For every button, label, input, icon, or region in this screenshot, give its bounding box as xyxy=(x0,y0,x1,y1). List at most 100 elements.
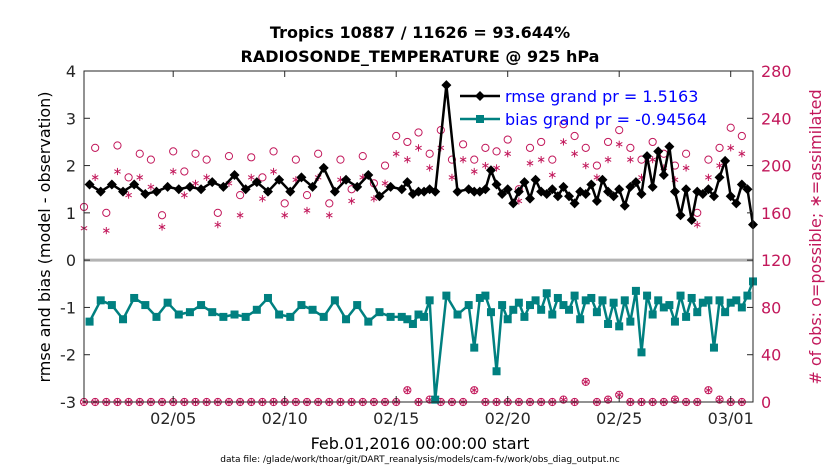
bias-point xyxy=(715,296,724,305)
rmse-point xyxy=(614,184,625,195)
assimilated-obs-marker xyxy=(325,211,333,219)
rmse-point xyxy=(664,141,675,152)
possible-obs-marker xyxy=(358,152,367,161)
rmse-point xyxy=(530,174,541,185)
assimilated-star-stroke xyxy=(705,175,712,180)
rmse-point xyxy=(564,191,575,202)
assimilated-obs-marker xyxy=(236,211,244,219)
bias-point xyxy=(330,296,339,305)
assimilated-star-stroke xyxy=(381,181,389,186)
assimilated-star-stroke xyxy=(102,228,110,233)
assimilated-star-stroke xyxy=(158,224,166,230)
assimilated-obs-marker xyxy=(214,221,222,229)
rmse-point xyxy=(502,184,513,195)
assimilated-star-stroke xyxy=(705,387,712,393)
assimilated-star-stroke xyxy=(582,379,590,385)
y2-tick-label: 40 xyxy=(761,346,781,365)
bias-point xyxy=(570,291,579,300)
assimilated-star-stroke xyxy=(325,212,333,218)
bias-point xyxy=(704,296,713,305)
bias-point xyxy=(732,296,741,305)
bias-point xyxy=(676,291,685,300)
assimilated-star-stroke xyxy=(537,157,545,162)
bias-point xyxy=(425,296,434,305)
axis-layer: 4 3 2 1 0 -1 -2 -3 280 240 200 160 120 80 40 0 02/05 02/1… xyxy=(60,62,792,428)
bias-point xyxy=(670,317,679,326)
rmse-point xyxy=(352,181,363,192)
bias-point xyxy=(486,308,495,317)
bias-point xyxy=(615,322,624,331)
assimilated-star-stroke xyxy=(716,163,723,168)
bias-point xyxy=(520,312,529,321)
bias-point xyxy=(665,301,674,310)
possible-obs-marker xyxy=(592,161,602,170)
assimilated-star-stroke xyxy=(470,169,478,174)
possible-obs-marker xyxy=(470,155,479,164)
rmse-point xyxy=(603,186,614,197)
assimilated-obs-marker xyxy=(693,221,701,229)
y2-tick-label: 240 xyxy=(761,109,792,128)
possible-obs-marker xyxy=(213,208,222,217)
bias-point xyxy=(107,301,116,310)
x-tick-label: 02/20 xyxy=(485,409,531,428)
assimilated-obs-marker xyxy=(727,144,735,152)
bias-point xyxy=(626,317,635,326)
assimilated-obs-marker xyxy=(91,173,99,181)
bias-point xyxy=(96,296,105,305)
rmse-point xyxy=(129,179,140,190)
possible-obs-marker xyxy=(146,155,155,164)
assimilated-star-stroke xyxy=(415,145,422,151)
rmse-point xyxy=(720,155,731,166)
y2-tick-label: 160 xyxy=(761,204,792,223)
possible-obs-marker xyxy=(525,143,535,152)
assimilated-star-stroke xyxy=(504,151,512,156)
plot-frame xyxy=(83,70,754,403)
bias-point xyxy=(119,315,128,324)
bias-point xyxy=(185,308,194,317)
assimilated-star-stroke xyxy=(403,387,411,393)
bias-point xyxy=(397,312,406,321)
bias-point xyxy=(598,296,607,305)
assimilated-obs-low-marker xyxy=(582,378,590,386)
rmse-point xyxy=(184,181,195,192)
bias-point xyxy=(682,312,691,321)
possible-obs-marker xyxy=(236,191,245,200)
assimilated-obs-marker xyxy=(136,173,144,181)
assimilated-obs-marker xyxy=(403,156,411,164)
bias-point xyxy=(559,301,568,310)
rmse-point xyxy=(374,191,385,202)
rmse-point xyxy=(140,188,151,199)
bias-point xyxy=(698,298,707,307)
possible-obs-marker xyxy=(581,143,590,152)
possible-obs-marker xyxy=(447,155,457,164)
data-file-footer: data file: /glade/work/thoar/git/DART_re… xyxy=(220,455,620,465)
rmse-point xyxy=(307,181,318,192)
possible-obs-marker xyxy=(325,199,334,208)
assimilated-obs-marker xyxy=(738,150,746,158)
rmse-point xyxy=(725,191,736,202)
assimilated-obs-marker xyxy=(560,138,567,146)
possible-obs-marker xyxy=(102,208,111,217)
assimilated-obs-marker xyxy=(281,211,289,219)
possible-obs-marker xyxy=(247,153,256,162)
possible-obs-marker xyxy=(704,155,713,164)
rmse-point xyxy=(508,198,519,209)
assimilated-star-stroke xyxy=(626,157,634,162)
rmse-point xyxy=(714,172,725,183)
assimilated-star-stroke xyxy=(392,151,400,156)
rmse-point xyxy=(274,174,285,185)
x-tick-label: 02/25 xyxy=(596,409,642,428)
bias-point xyxy=(548,310,557,319)
assimilated-obs-marker xyxy=(192,179,199,187)
rmse-point xyxy=(251,177,262,188)
possible-obs-marker xyxy=(603,137,613,147)
bias-point xyxy=(230,310,239,319)
assimilated-obs-marker xyxy=(392,150,400,158)
bias-point xyxy=(526,301,534,310)
assimilated-obs-marker xyxy=(114,167,121,176)
assimilated-star-stroke xyxy=(459,157,467,162)
assimilated-obs-marker xyxy=(247,173,255,181)
bias-point xyxy=(514,298,523,307)
rmse-point xyxy=(402,177,413,188)
